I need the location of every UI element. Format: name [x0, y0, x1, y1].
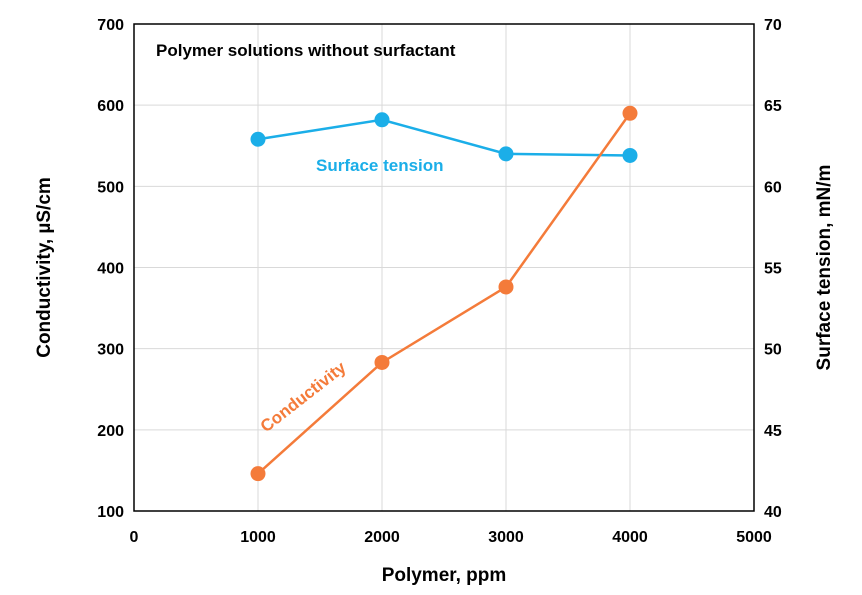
x-tick-label: 5000 — [736, 529, 772, 546]
x-axis-ticks: 0 1000 2000 3000 4000 5000 — [130, 529, 772, 546]
y2-tick-label: 40 — [764, 504, 782, 521]
series-layer — [250, 105, 638, 482]
y-tick-label: 400 — [97, 261, 124, 278]
y2-tick-label: 45 — [764, 423, 782, 440]
y2-tick-label: 55 — [764, 261, 782, 278]
y-tick-label: 300 — [97, 342, 124, 359]
data-point — [498, 279, 514, 295]
y2-tick-label: 65 — [764, 98, 782, 115]
x-tick-label: 4000 — [612, 529, 648, 546]
y2-tick-label: 70 — [764, 17, 782, 34]
grid — [133, 23, 755, 512]
y2-axis-ticks: 40 45 50 55 60 65 70 — [764, 17, 782, 521]
data-point — [498, 146, 514, 162]
series-label-conductivity: Conductivity — [257, 357, 350, 436]
data-point — [622, 147, 638, 163]
data-point — [622, 105, 638, 121]
y-axis-title: Conductivity, µS/cm — [34, 177, 55, 358]
y-tick-label: 100 — [97, 504, 124, 521]
y-tick-label: 200 — [97, 423, 124, 440]
data-point — [250, 466, 266, 482]
x-tick-label: 3000 — [488, 529, 524, 546]
series-label-surface-tension: Surface tension — [316, 156, 444, 175]
data-point — [374, 354, 390, 370]
y-axis-ticks: 100 200 300 400 500 600 700 — [97, 17, 124, 521]
data-point — [250, 131, 266, 147]
y2-tick-label: 50 — [764, 342, 782, 359]
x-axis-title: Polymer, ppm — [382, 565, 507, 586]
chart-annotation: Polymer solutions without surfactant — [156, 41, 456, 60]
series-line-0 — [257, 118, 631, 157]
x-tick-label: 0 — [130, 529, 139, 546]
plot-frame — [133, 23, 755, 512]
y-tick-label: 700 — [97, 17, 124, 34]
y2-tick-label: 60 — [764, 179, 782, 196]
y-tick-label: 600 — [97, 98, 124, 115]
x-tick-label: 2000 — [364, 529, 400, 546]
x-tick-label: 1000 — [240, 529, 276, 546]
y-tick-label: 500 — [97, 179, 124, 196]
y2-axis-title: Surface tension, mN/m — [814, 165, 835, 371]
series-line-1 — [257, 112, 632, 475]
data-point — [374, 112, 390, 128]
